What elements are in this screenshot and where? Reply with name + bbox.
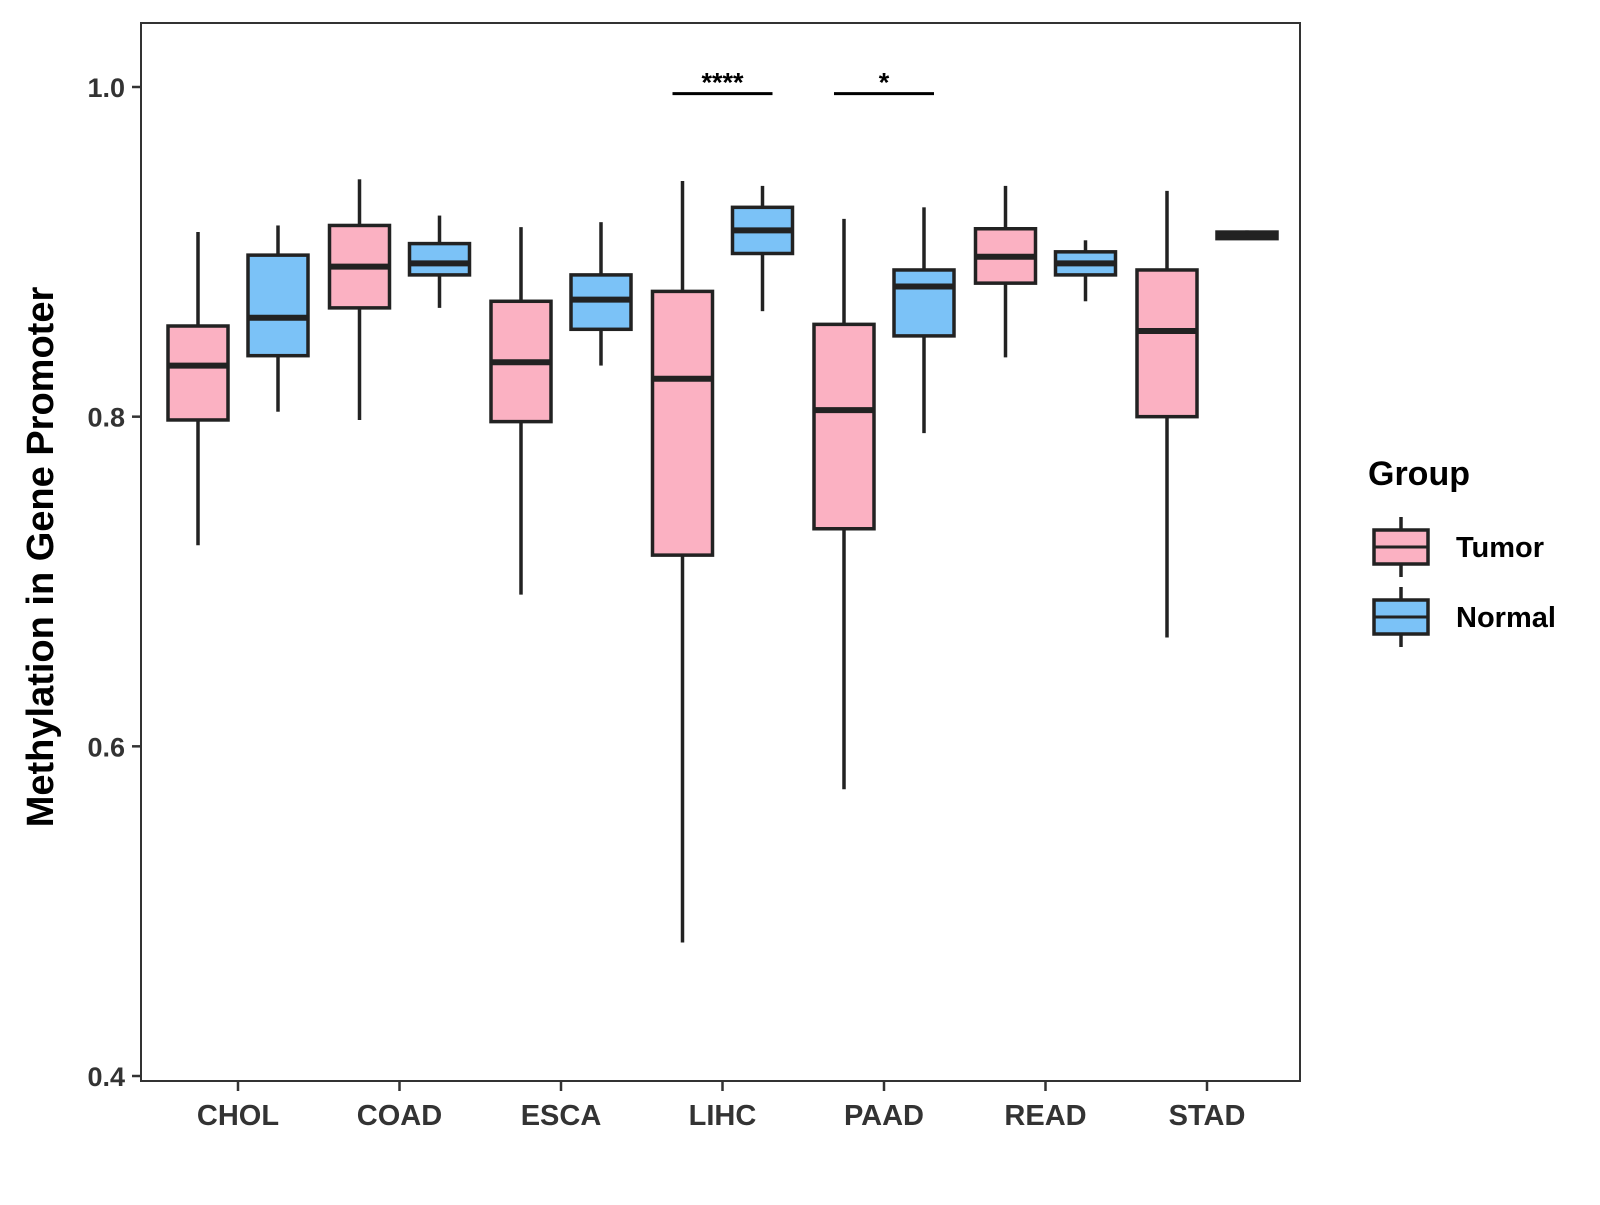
- legend-title: Group: [1368, 455, 1470, 493]
- box-tumor-stad: [1135, 190, 1199, 638]
- x-tick-label-lihc: LIHC: [689, 1100, 757, 1132]
- box-tumor-read: [973, 185, 1038, 358]
- x-tick-label-esca: ESCA: [521, 1100, 602, 1132]
- plot-area: [132, 22, 1301, 1091]
- legend-key-tumor: [1372, 517, 1430, 577]
- x-tick-label-paad: PAAD: [844, 1100, 924, 1132]
- box-tumor-chol: [166, 232, 230, 546]
- significance-label: *: [879, 68, 890, 98]
- plot-panel-border: [140, 22, 1301, 1082]
- y-tick-label: 0.8: [87, 403, 125, 433]
- box-normal-read: [1053, 240, 1118, 302]
- legend-key-normal: [1372, 587, 1430, 647]
- box-body: [166, 324, 230, 422]
- x-tick-label-chol: CHOL: [197, 1100, 279, 1132]
- box-normal-chol: [246, 225, 310, 412]
- y-tick-label: 0.6: [87, 732, 125, 762]
- box-tumor-esca: [489, 227, 553, 595]
- box-normal-paad: [892, 207, 956, 434]
- box-body: [407, 241, 472, 277]
- y-tick-label: 1.0: [87, 73, 125, 103]
- legend-label-tumor: Tumor: [1456, 532, 1544, 564]
- y-tick-label: 0.4: [87, 1062, 125, 1092]
- x-tick-label-coad: COAD: [357, 1100, 442, 1132]
- box-tumor-lihc: [650, 180, 715, 943]
- box-body: [1135, 268, 1199, 419]
- box-normal-coad: [407, 215, 472, 308]
- box-tumor-coad: [327, 179, 392, 420]
- labels: 0.4 0.6 0.8 1.0 Methylation in Gene Promoter…: [20, 68, 1245, 1132]
- box-normal-stad: [1215, 230, 1279, 241]
- box-body: [246, 253, 310, 358]
- box-normal-lihc: [730, 185, 795, 312]
- y-axis-title: Methylation in Gene Promoter: [20, 287, 62, 828]
- box-body: [892, 268, 956, 338]
- significance-label: ****: [701, 68, 744, 98]
- x-tick-label-stad: STAD: [1169, 1100, 1246, 1132]
- box-body: [812, 322, 876, 531]
- box-normal-esca: [569, 222, 633, 366]
- box-tumor-paad: [812, 218, 876, 790]
- box-body: [650, 289, 715, 557]
- x-tick-label-read: READ: [1004, 1100, 1086, 1132]
- legend-label-normal: Normal: [1456, 602, 1556, 634]
- legend: Group Tumor Normal: [1368, 455, 1556, 647]
